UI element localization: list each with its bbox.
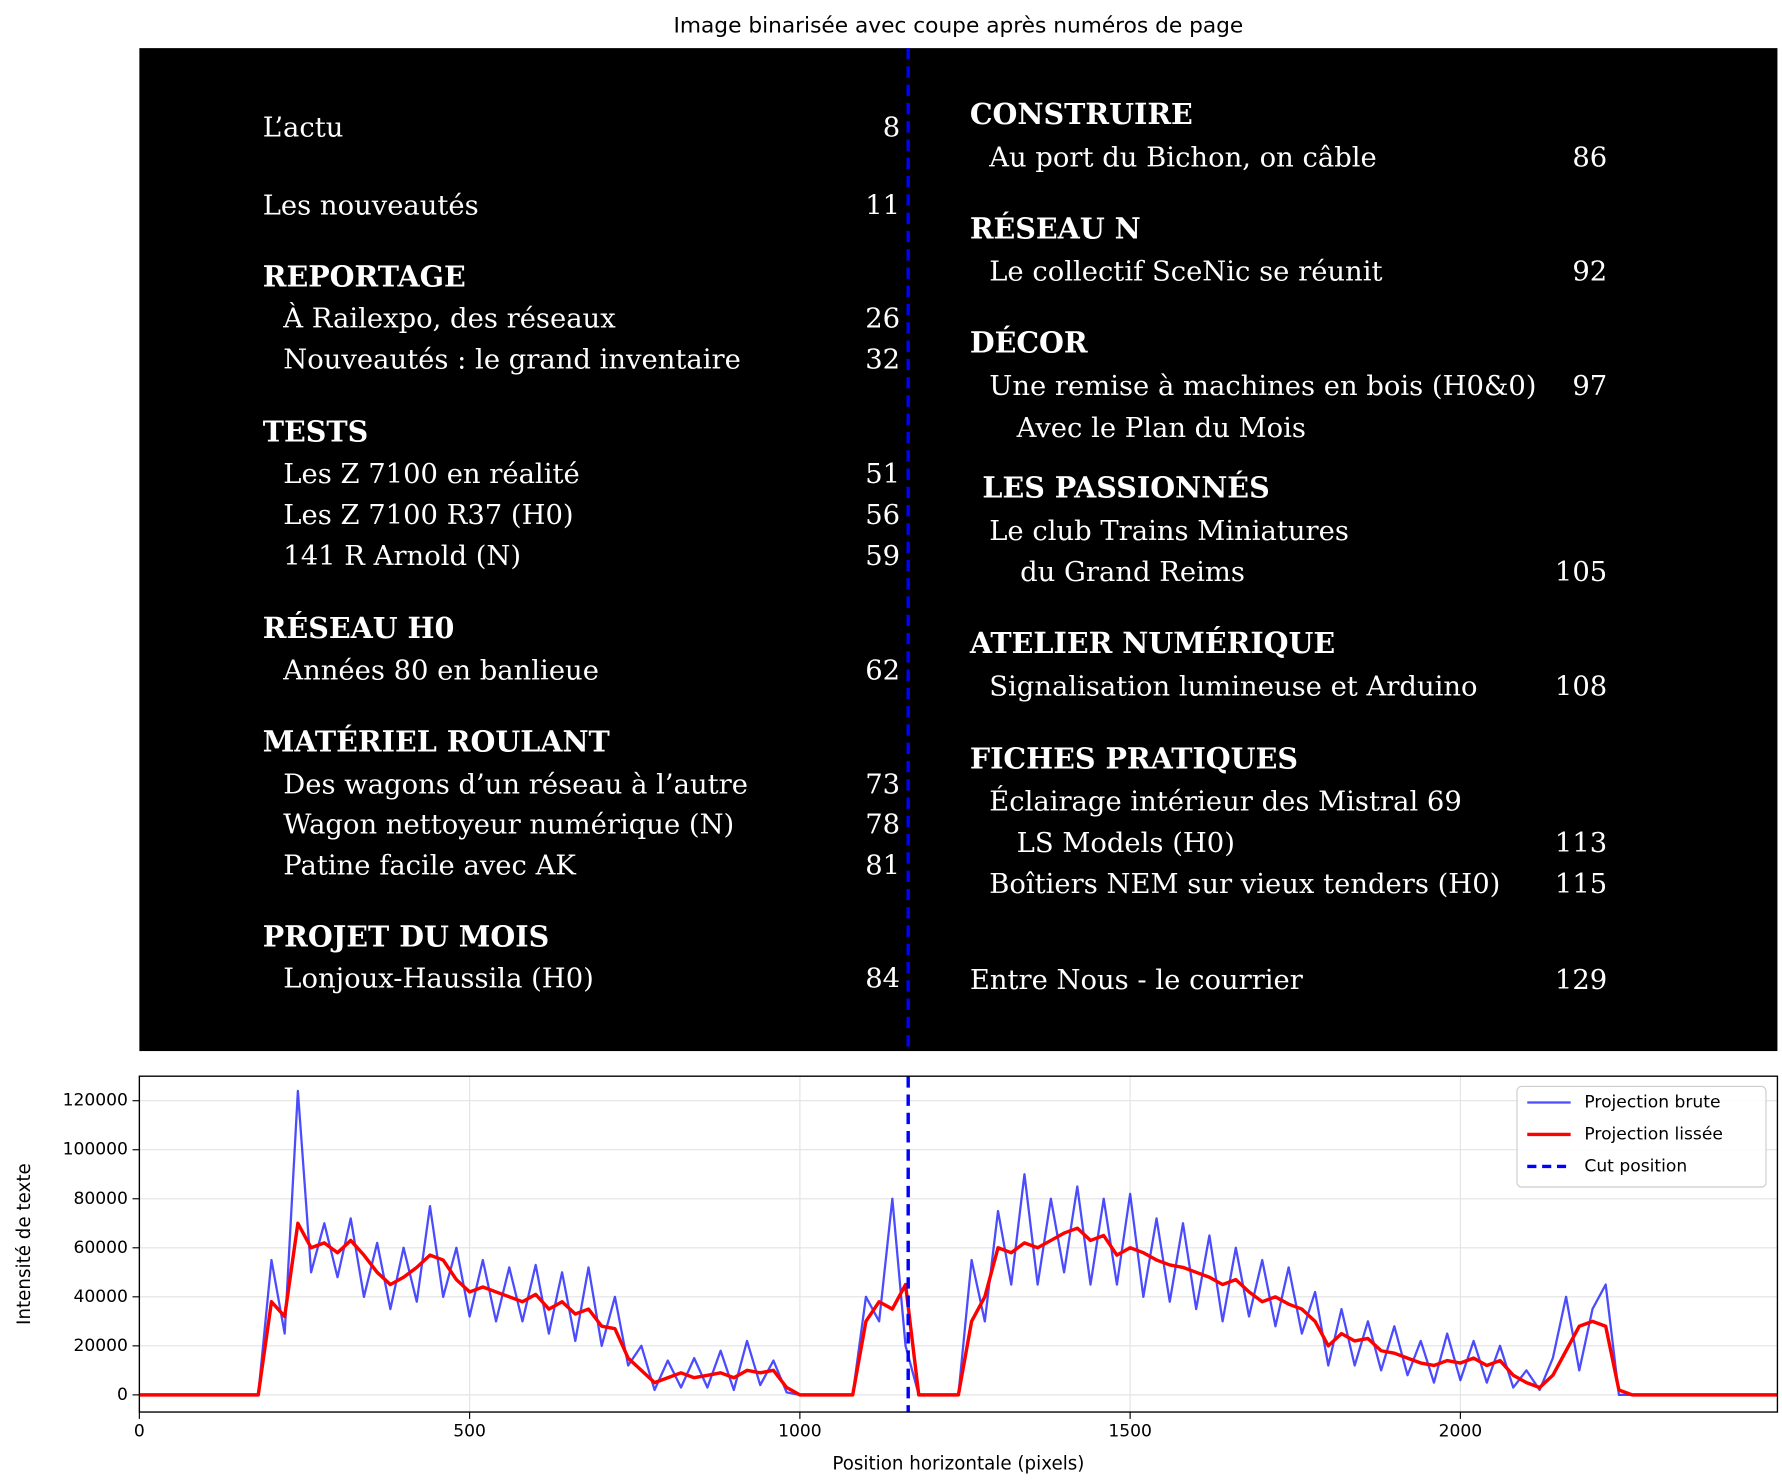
toc-entry: Lonjoux-Haussila (H0) (283, 964, 594, 995)
toc-heading: ATELIER NUMÉRIQUE (969, 626, 1335, 660)
toc-page: 92 (1572, 257, 1607, 288)
toc-entry: Patine facile avec AK (283, 851, 576, 882)
toc-entry: L’actu (263, 113, 344, 144)
toc-entry: Des wagons d’un réseau à l’autre (283, 770, 748, 801)
toc-heading: TESTS (263, 415, 368, 449)
y-tick-label: 20000 (73, 1336, 127, 1356)
toc-page: 86 (1572, 142, 1607, 173)
legend: Projection brute Projection lissée Cut pos… (1516, 1085, 1767, 1188)
legend-label: Projection lissée (1584, 1124, 1723, 1144)
y-tick-label: 80000 (73, 1189, 127, 1209)
toc-page: 11 (865, 190, 900, 221)
toc-entry: Les Z 7100 en réalité (283, 459, 579, 490)
toc-entry: Nouveautés : le grand inventaire (283, 345, 741, 376)
toc-heading: LES PASSIONNÉS (982, 471, 1269, 505)
toc-entry: Entre Nous - le courrier (970, 965, 1304, 996)
toc-heading: MATÉRIEL ROULANT (263, 724, 610, 758)
x-tick-label: 500 (453, 1421, 486, 1441)
toc-page: 32 (865, 345, 900, 376)
toc-heading: DÉCOR (970, 326, 1088, 360)
toc-page: 108 (1555, 671, 1607, 702)
x-tick-label: 2000 (1439, 1421, 1483, 1441)
toc-entry: Éclairage intérieur des Mistral 69 (989, 785, 1462, 818)
y-axis-label: Intensité de texte (14, 1163, 35, 1325)
x-tick-label: 1500 (1108, 1421, 1152, 1441)
toc-page: 8 (883, 113, 900, 144)
toc-page: 62 (865, 655, 900, 686)
toc-page: 73 (865, 770, 900, 801)
toc-entry: Le collectif SceNic se réunit (989, 257, 1382, 288)
y-tick-label: 120000 (63, 1091, 128, 1111)
toc-entry: du Grand Reims (1020, 557, 1245, 588)
toc-page: 113 (1555, 828, 1607, 859)
toc-heading: CONSTRUIRE (970, 97, 1193, 131)
toc-entry: Avec le Plan du Mois (1016, 413, 1306, 444)
toc-entry: Au port du Bichon, on câble (988, 142, 1376, 173)
x-tick-label: 1000 (778, 1421, 822, 1441)
toc-page: 105 (1555, 557, 1607, 588)
toc-page: 115 (1555, 869, 1607, 900)
toc-entry: Années 80 en banlieue (282, 655, 599, 686)
toc-heading: REPORTAGE (263, 259, 466, 293)
toc-page: 84 (865, 964, 900, 995)
toc-entry: LS Models (H0) (1017, 828, 1235, 859)
toc-page: 56 (865, 500, 900, 531)
legend-label: Cut position (1584, 1156, 1687, 1176)
toc-heading: RÉSEAU H0 (263, 611, 455, 645)
series-line (139, 1221, 1778, 1397)
legend-label: Projection brute (1584, 1092, 1720, 1112)
x-axis-label: Position horizontale (pixels) (832, 1454, 1084, 1475)
image-title: Image binarisée avec coupe après numéros… (674, 13, 1244, 38)
toc-page: 26 (865, 303, 900, 334)
axes-frame (138, 1075, 1779, 1413)
toc-entry: 141 R Arnold (N) (283, 541, 521, 572)
toc-page: 81 (865, 851, 900, 882)
toc-heading: PROJET DU MOIS (263, 920, 550, 954)
y-tick-label: 0 (117, 1385, 128, 1405)
toc-entry: Signalisation lumineuse et Arduino (989, 671, 1477, 702)
toc-page: 51 (865, 459, 900, 490)
toc-entry: Les Z 7100 R37 (H0) (283, 500, 573, 531)
toc-page: 129 (1555, 965, 1607, 996)
legend-box (1516, 1085, 1767, 1188)
toc-heading: RÉSEAU N (970, 211, 1141, 245)
toc-entry: À Railexpo, des réseaux (282, 301, 616, 334)
x-tick-label: 0 (134, 1421, 145, 1441)
binarized-image (139, 48, 1778, 1052)
toc-entry: Le club Trains Miniatures (989, 516, 1349, 547)
toc-entry: Boîtiers NEM sur vieux tenders (H0) (989, 869, 1500, 900)
toc-entry: Wagon nettoyeur numérique (N) (283, 810, 734, 841)
toc-heading: FICHES PRATIQUES (970, 741, 1298, 775)
toc-page: 97 (1572, 371, 1607, 402)
y-tick-label: 40000 (73, 1287, 127, 1307)
y-tick-label: 60000 (73, 1238, 127, 1258)
toc-entry: Une remise à machines en bois (H0&0) (989, 371, 1536, 402)
toc-page: 59 (865, 541, 900, 572)
toc-entry: Les nouveautés (263, 190, 479, 221)
y-tick-label: 100000 (63, 1140, 128, 1160)
toc-page: 78 (865, 810, 900, 841)
